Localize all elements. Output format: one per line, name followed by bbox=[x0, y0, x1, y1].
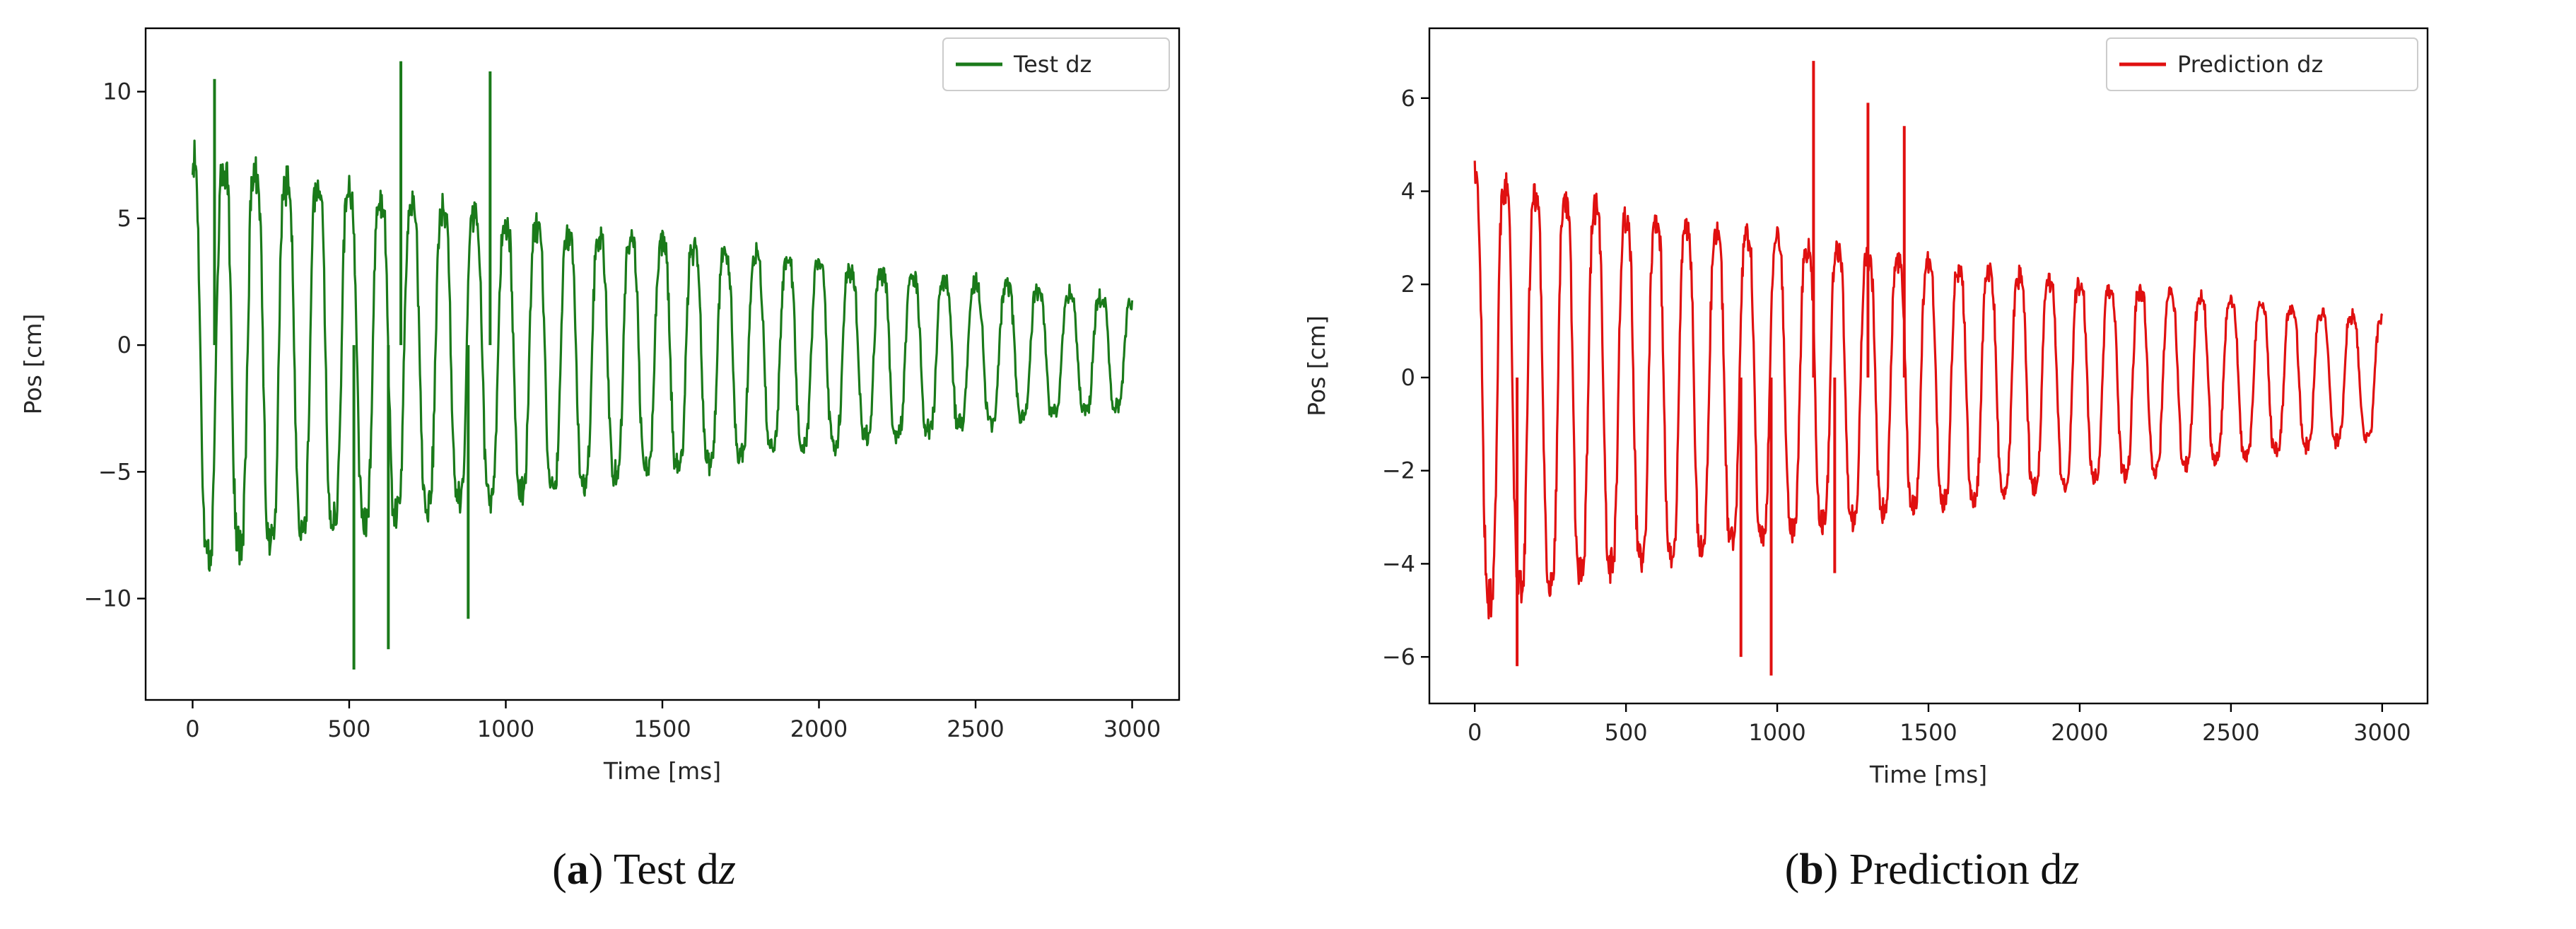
caption-b-label: b bbox=[1799, 846, 1824, 894]
x-tick-label: 1000 bbox=[477, 715, 534, 742]
y-tick-label: 6 bbox=[1401, 85, 1415, 112]
legend-box bbox=[2106, 37, 2418, 91]
chart-panel-a: 0 500 1000 1500 2000 2500 3000 −10 −5 0 5 10 Time [m… bbox=[0, 0, 1288, 834]
plot-area-frame bbox=[144, 27, 1181, 701]
caption-a: (a) Test dz bbox=[552, 846, 736, 894]
y-tick-label: 0 bbox=[1401, 364, 1415, 391]
legend-label: Prediction dz bbox=[2177, 51, 2323, 78]
caption-a-label: a bbox=[566, 846, 589, 894]
x-tick-label: 0 bbox=[1468, 719, 1482, 746]
x-tick-label: 1500 bbox=[1899, 719, 1957, 746]
x-tick-label: 1500 bbox=[633, 715, 691, 742]
caption-b-text: Prediction d bbox=[1849, 846, 2063, 894]
y-tick-label: −5 bbox=[98, 458, 131, 485]
x-tick-label: 2000 bbox=[790, 715, 848, 742]
series-line bbox=[191, 139, 1134, 572]
caption-a-var: z bbox=[718, 846, 736, 894]
caption-a-text: Test d bbox=[613, 846, 719, 894]
caption-b: (b) Prediction dz bbox=[1784, 846, 2080, 894]
x-tick-label: 1000 bbox=[1748, 719, 1805, 746]
x-tick-label: 2500 bbox=[947, 715, 1004, 742]
x-tick-label: 500 bbox=[327, 715, 370, 742]
x-tick-label: 3000 bbox=[1103, 715, 1161, 742]
y-tick-label: 0 bbox=[117, 332, 131, 358]
y-axis-label: Pos [cm] bbox=[1303, 315, 1330, 416]
y-tick-label: −6 bbox=[1382, 643, 1415, 670]
y-tick-label: −2 bbox=[1382, 457, 1415, 484]
y-tick-label: −10 bbox=[83, 585, 131, 612]
y-axis-label: Pos [cm] bbox=[19, 314, 47, 415]
x-tick-label: 2500 bbox=[2202, 719, 2259, 746]
y-tick-label: 10 bbox=[103, 78, 131, 105]
y-tick-label: 5 bbox=[117, 205, 131, 232]
y-tick-label: 4 bbox=[1401, 178, 1415, 205]
x-axis-label: Time [ms] bbox=[1869, 761, 1987, 788]
series-line bbox=[1473, 160, 2384, 620]
x-tick-label: 3000 bbox=[2353, 719, 2411, 746]
plot-area-frame bbox=[1428, 27, 2429, 705]
chart-b: 0 500 1000 1500 2000 2500 3000 −6 −4 −2 0 2 4 6 Time [… bbox=[1303, 27, 2429, 788]
y-tick-label: 2 bbox=[1401, 271, 1415, 298]
legend-box bbox=[942, 37, 1170, 91]
x-axis-label: Time [ms] bbox=[603, 757, 721, 785]
chart-panel-b: 0 500 1000 1500 2000 2500 3000 −6 −4 −2 0 2 4 6 Time [… bbox=[1288, 0, 2576, 834]
legend-label: Test dz bbox=[1013, 51, 1091, 78]
caption-b-var: z bbox=[2062, 846, 2080, 894]
y-tick-label: −4 bbox=[1382, 550, 1415, 577]
chart-a: 0 500 1000 1500 2000 2500 3000 −10 −5 0 5 10 Time [m… bbox=[19, 27, 1181, 785]
x-tick-label: 2000 bbox=[2051, 719, 2108, 746]
x-tick-label: 0 bbox=[185, 715, 199, 742]
x-tick-label: 500 bbox=[1605, 719, 1648, 746]
